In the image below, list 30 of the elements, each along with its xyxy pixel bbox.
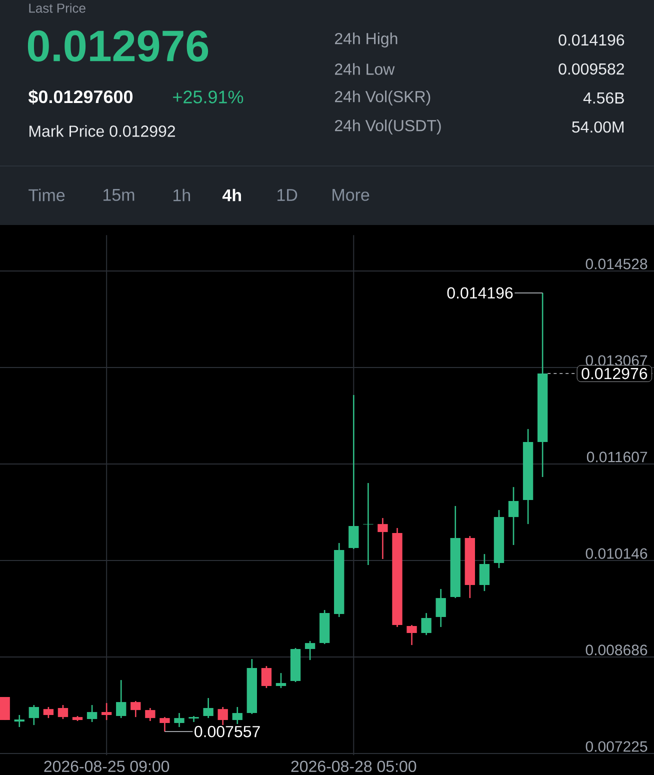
y-tick-label: 0.008686 [586,644,648,656]
text: 24h Low [335,63,395,75]
x-tick-label: 2026-08-25 09:00 [44,760,170,772]
text: Mark Price 0.012992 [30,125,175,137]
text: 4h [222,188,241,202]
y-tick-label: 0.014528 [586,258,648,270]
ref-line-label: 0.012976 [582,368,648,380]
text: 1D [277,189,298,201]
text: Last Price [29,3,86,13]
x-tick-label: 2026-08-28 05:00 [291,760,416,772]
y-tick-label: 0.010146 [586,548,648,559]
text: 24h Vol(USDT) [335,120,441,134]
text: 0.012976 [28,30,208,62]
text: More [332,189,370,201]
text: 4.56B [583,92,624,104]
text: 0.009582 [558,63,624,75]
text: Time [28,188,65,202]
text: 24h Vol(SKR) [335,90,430,106]
y-tick-label: 0.007225 [586,741,648,752]
text: 24h High [335,32,398,48]
text: $0.01297600 [28,90,133,104]
text: 54.00M [572,121,624,133]
y-tick-label: 0.013067 [586,355,648,366]
annotation: 0.014196 [447,287,513,299]
text: +25.91% [173,90,244,104]
text: 15m [103,189,134,201]
y-tick-label: 0.011607 [586,452,648,462]
text: 1h [173,188,190,202]
annotation: 0.007557 [194,726,260,738]
text: 0.014196 [558,34,624,46]
